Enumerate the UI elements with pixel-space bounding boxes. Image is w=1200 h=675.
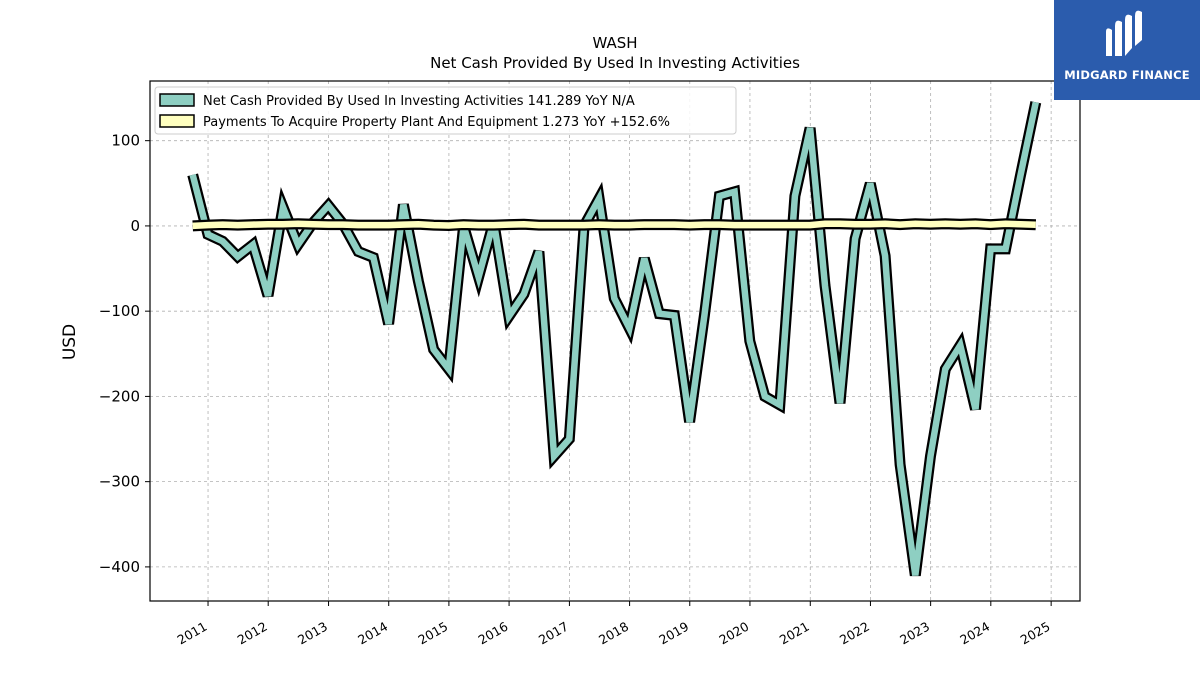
- legend-swatch-net-cash: [159, 93, 195, 107]
- chart-title: WASH: [592, 34, 637, 52]
- x-tick-label: 2012: [235, 619, 270, 648]
- brand-logo: MIDGARD FINANCE: [1054, 0, 1200, 100]
- x-tick-label: 2024: [957, 619, 992, 648]
- legend: Net Cash Provided By Used In Investing A…: [154, 86, 737, 135]
- y-tick-label: −100: [99, 302, 140, 320]
- x-tick-label: 2022: [837, 619, 872, 648]
- brand-name: MIDGARD FINANCE: [1064, 68, 1190, 82]
- y-tick-label: −300: [99, 473, 140, 491]
- x-tick-label: 2025: [1018, 619, 1053, 648]
- plot-area-frame: [149, 80, 1081, 602]
- legend-label-net-cash: Net Cash Provided By Used In Investing A…: [203, 94, 635, 109]
- x-tick-label: 2013: [295, 619, 330, 648]
- x-tick-label: 2021: [777, 619, 812, 648]
- legend-frame: [154, 86, 737, 135]
- series-layer: [187, 101, 1042, 577]
- series-net-cash-line: [189, 101, 1039, 576]
- x-tick-label: 2020: [716, 619, 751, 648]
- x-tick-label: 2018: [596, 619, 631, 648]
- x-tick-label: 2017: [536, 619, 571, 648]
- y-tick-label: −200: [99, 387, 140, 405]
- series-net-cash-outline: [187, 101, 1042, 577]
- x-tick-label: 2015: [415, 619, 450, 648]
- chart-subtitle: Net Cash Provided By Used In Investing A…: [430, 54, 800, 72]
- x-tick-label: 2014: [355, 619, 390, 648]
- x-tick-label: 2011: [174, 619, 209, 648]
- legend-swatch-ppe: [159, 114, 195, 128]
- x-tick-label: 2019: [656, 619, 691, 648]
- y-tick-label: −400: [99, 558, 140, 576]
- y-tick-label: 0: [130, 217, 140, 235]
- x-tick-label: 2023: [897, 619, 932, 648]
- y-tick-label: 100: [111, 132, 140, 150]
- x-tick-label: 2016: [476, 619, 511, 648]
- y-axis-label: USD: [60, 324, 80, 360]
- series-ppe-line: [192, 220, 1036, 230]
- grid-lines: [150, 81, 1080, 601]
- midgard-logo-icon: [1106, 10, 1142, 57]
- legend-label-ppe: Payments To Acquire Property Plant And E…: [203, 115, 670, 130]
